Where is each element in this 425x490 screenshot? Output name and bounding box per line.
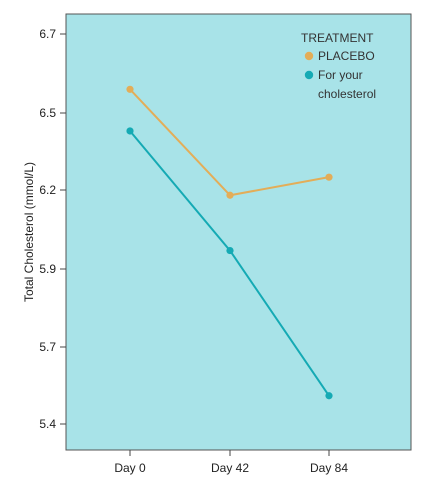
series-treatment	[126, 127, 333, 400]
data-point	[226, 246, 234, 255]
x-axis-ticks: Day 0 Day 42 Day 84	[114, 450, 348, 475]
y-tick-label: 5.9	[39, 262, 56, 276]
data-point	[325, 173, 333, 181]
legend-label: For your	[318, 68, 363, 82]
legend-marker	[304, 70, 314, 80]
legend-label: cholesterol	[318, 87, 376, 101]
y-tick-label: 5.7	[39, 340, 56, 354]
legend: TREATMENT PLACEBO For your cholesterol	[301, 31, 376, 101]
data-point	[325, 392, 333, 400]
plot-area	[65, 13, 412, 451]
y-axis-title: Total Cholesterol (mmol/L)	[22, 162, 36, 302]
data-point	[126, 127, 134, 135]
x-tick-label: Day 84	[310, 461, 348, 475]
series-placebo	[126, 85, 333, 199]
y-tick-label: 6.5	[39, 106, 56, 120]
data-point	[126, 85, 134, 93]
y-tick-label: 6.2	[39, 183, 56, 197]
legend-label: PLACEBO	[318, 49, 375, 63]
data-point	[226, 191, 234, 199]
y-axis-ticks: 6.7 6.5 6.2 5.9 5.7 5.4	[39, 27, 66, 431]
x-tick-label: Day 0	[114, 461, 146, 475]
series-layer	[126, 85, 333, 400]
legend-marker	[304, 51, 314, 61]
x-tick-label: Day 42	[211, 461, 249, 475]
y-tick-label: 5.4	[39, 417, 56, 431]
y-tick-label: 6.7	[39, 27, 56, 41]
legend-title: TREATMENT	[301, 31, 374, 45]
